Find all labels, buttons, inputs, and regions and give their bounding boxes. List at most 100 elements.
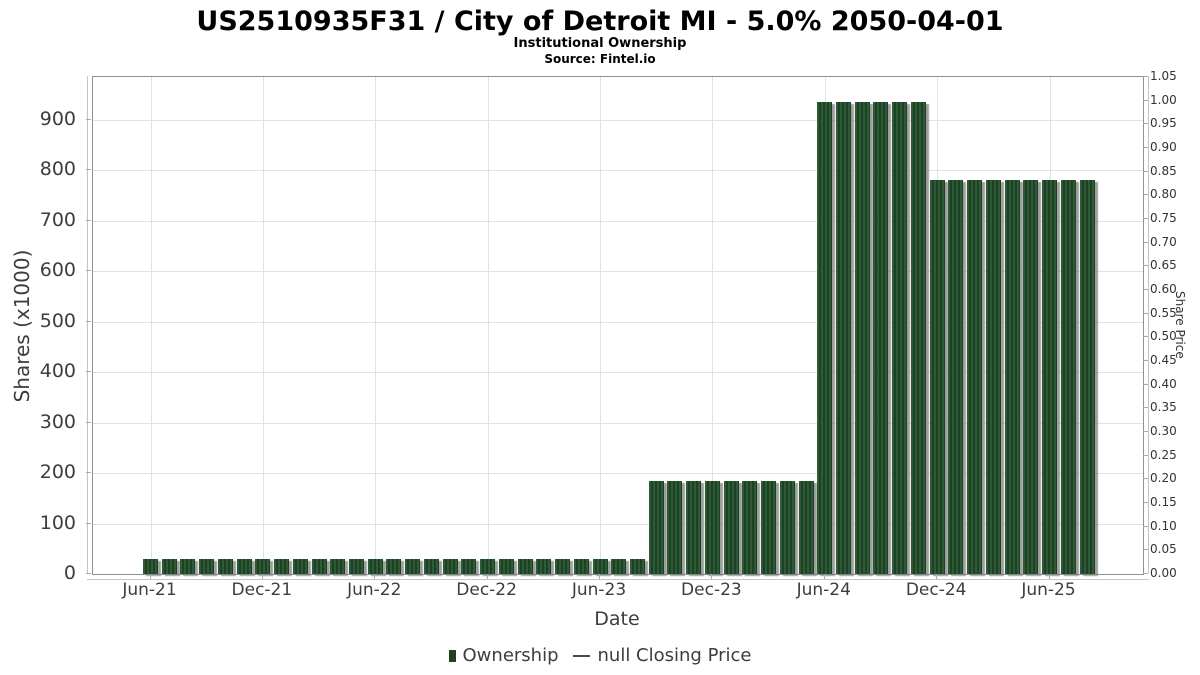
ownership-bar-Nov-22[interactable] (461, 558, 477, 574)
left-tick-mark (86, 371, 91, 373)
ownership-bar-Dec-21[interactable] (255, 558, 271, 574)
h-gridline (93, 220, 1143, 222)
ownership-bar-Jan-25[interactable] (948, 180, 964, 574)
right-axis-tick-label: 0.65 (1150, 258, 1177, 273)
ownership-bar-Jun-25[interactable] (1042, 180, 1058, 574)
right-tick-mark (1143, 502, 1148, 503)
ownership-bar-Sep-24[interactable] (873, 102, 889, 574)
ownership-bar-Feb-24[interactable] (742, 480, 758, 574)
right-axis-tick-label: 0.25 (1150, 447, 1177, 462)
right-axis-tick-label: 0.45 (1150, 353, 1177, 367)
left-axis-tick-label: 500 (39, 309, 76, 332)
ownership-bar-May-22[interactable] (349, 558, 365, 574)
ownership-bar-Dec-23[interactable] (704, 480, 720, 574)
v-gridline (600, 77, 602, 574)
right-tick-mark (1143, 431, 1148, 432)
right-axis-tick-label: 0.55 (1150, 305, 1177, 320)
x-axis-tick-label: Dec-24 (905, 580, 967, 600)
ownership-bar-May-25[interactable] (1023, 180, 1039, 574)
ownership-bar-Feb-25[interactable] (967, 180, 983, 574)
v-gridline (150, 77, 152, 574)
ownership-bar-Jul-23[interactable] (611, 558, 627, 574)
ownership-bar-Aug-23[interactable] (629, 558, 645, 574)
right-axis-tick-label: 0.00 (1150, 566, 1177, 580)
ownership-bar-Dec-22[interactable] (480, 558, 496, 574)
right-tick-mark (1143, 383, 1148, 385)
v-gridline (712, 77, 714, 574)
h-gridline (93, 119, 1143, 121)
ownership-bar-Aug-25[interactable] (1079, 180, 1095, 574)
ownership-bar-Jun-22[interactable] (367, 558, 383, 574)
x-axis-line (87, 579, 1149, 580)
right-tick-mark (1143, 123, 1148, 125)
x-tick-mark (1048, 574, 1050, 579)
ownership-bar-Sep-23[interactable] (648, 480, 664, 574)
right-tick-mark (1143, 99, 1148, 101)
ownership-bar-Jun-24[interactable] (817, 102, 833, 574)
ownership-bar-Oct-21[interactable] (217, 558, 233, 574)
right-tick-mark (1143, 265, 1148, 267)
ownership-bar-May-23[interactable] (573, 558, 589, 574)
right-axis-tick-label: 1.05 (1150, 69, 1177, 83)
ownership-bar-Aug-22[interactable] (405, 558, 421, 574)
ownership-bar-Jun-23[interactable] (592, 558, 608, 574)
ownership-bar-Oct-22[interactable] (442, 558, 458, 574)
ownership-bar-Feb-23[interactable] (517, 558, 533, 574)
ownership-bar-Oct-24[interactable] (892, 102, 908, 574)
ownership-bar-Dec-24[interactable] (929, 180, 945, 574)
v-gridline (262, 77, 264, 574)
ownership-bar-Jun-21[interactable] (143, 558, 158, 574)
left-tick-mark (86, 169, 91, 171)
ownership-bar-Jul-24[interactable] (836, 102, 851, 574)
left-tick-mark (86, 219, 91, 221)
right-tick-mark (1143, 478, 1148, 480)
x-tick-mark (823, 574, 825, 579)
legend-ownership-label: Ownership (462, 645, 559, 666)
ownership-bar-Jan-24[interactable] (723, 480, 739, 574)
left-axis-tick-label: 0 (63, 562, 76, 584)
x-axis-tick-label: Jun-24 (796, 580, 851, 600)
right-tick-mark (1143, 194, 1148, 196)
ownership-bar-Jul-25[interactable] (1060, 180, 1076, 574)
ownership-bar-Nov-23[interactable] (686, 480, 702, 574)
ownership-bar-Oct-23[interactable] (667, 480, 683, 574)
right-tick-mark (1143, 573, 1148, 574)
left-tick-mark (86, 320, 91, 322)
ownership-bar-Apr-22[interactable] (330, 558, 346, 574)
ownership-bar-Apr-23[interactable] (555, 558, 571, 574)
ownership-bar-Feb-22[interactable] (292, 558, 308, 574)
ownership-bar-Sep-22[interactable] (423, 558, 439, 574)
ownership-bar-Nov-24[interactable] (910, 102, 926, 574)
ownership-bar-Sep-21[interactable] (199, 558, 215, 574)
price-line-marker-icon (572, 654, 590, 657)
right-tick-mark (1143, 241, 1148, 243)
right-tick-mark (1143, 147, 1148, 148)
x-axis-tick-label: Jun-23 (571, 580, 627, 600)
h-gridline (93, 170, 1143, 172)
right-tick-mark (1143, 360, 1148, 361)
ownership-bar-Mar-23[interactable] (536, 558, 552, 574)
ownership-bar-Jan-23[interactable] (498, 558, 514, 574)
ownership-bar-Aug-21[interactable] (180, 558, 196, 574)
right-axis-title: Share Price (1173, 291, 1187, 359)
ownership-bar-Aug-24[interactable] (854, 102, 870, 574)
plot-area (92, 76, 1144, 575)
ownership-swatch-icon (448, 649, 456, 662)
right-axis-tick-label: 0.15 (1150, 495, 1177, 509)
ownership-bar-Jul-22[interactable] (386, 558, 402, 574)
ownership-bar-May-24[interactable] (798, 480, 814, 574)
x-tick-mark (261, 574, 263, 579)
ownership-bar-Mar-24[interactable] (761, 480, 777, 574)
ownership-bar-Jul-21[interactable] (161, 558, 177, 574)
right-axis-tick-label: 0.70 (1150, 234, 1177, 249)
ownership-bar-Mar-25[interactable] (985, 180, 1001, 574)
left-tick-mark (86, 522, 91, 524)
left-tick-mark (86, 270, 91, 272)
ownership-bar-Nov-21[interactable] (236, 558, 252, 574)
ownership-bar-Mar-22[interactable] (311, 558, 327, 574)
right-tick-mark (1143, 454, 1148, 456)
ownership-bar-Apr-24[interactable] (779, 480, 795, 574)
ownership-bar-Jan-22[interactable] (274, 558, 290, 574)
right-axis-tick-label: 0.50 (1150, 329, 1177, 344)
ownership-bar-Apr-25[interactable] (1004, 180, 1020, 574)
